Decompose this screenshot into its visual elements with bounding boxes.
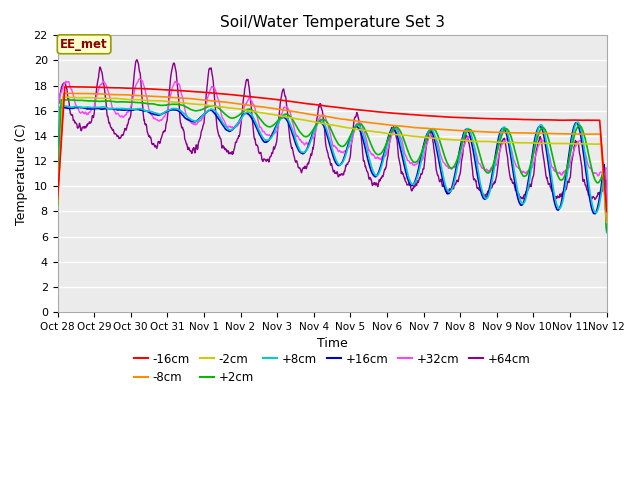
-2cm (97, 96, 104, 101)
+16cm (97, 106, 104, 112)
Line: +2cm: +2cm (58, 100, 607, 230)
+16cm (54, 200, 61, 206)
Line: -8cm: -8cm (58, 93, 607, 221)
-2cm (54, 202, 61, 207)
+8cm (58, 103, 66, 109)
+32cm (96, 83, 104, 88)
-16cm (119, 85, 127, 91)
+64cm (54, 173, 61, 179)
+32cm (367, 149, 374, 155)
+2cm (54, 203, 61, 209)
+64cm (287, 141, 294, 147)
Line: +16cm: +16cm (58, 107, 607, 228)
+16cm (603, 225, 611, 230)
+2cm (287, 114, 294, 120)
+8cm (287, 123, 294, 129)
Y-axis label: Temperature (C): Temperature (C) (15, 123, 28, 225)
+32cm (287, 112, 294, 118)
+64cm (308, 149, 316, 155)
+2cm (119, 99, 127, 105)
+8cm (119, 106, 127, 111)
+2cm (97, 98, 104, 104)
+16cm (119, 107, 127, 113)
+64cm (298, 167, 306, 173)
Line: -16cm: -16cm (58, 87, 607, 211)
-16cm (54, 196, 61, 202)
+16cm (298, 151, 306, 156)
-16cm (603, 208, 611, 214)
+2cm (298, 132, 306, 137)
-16cm (97, 84, 104, 90)
+2cm (308, 129, 316, 134)
+32cm (54, 185, 61, 191)
-8cm (367, 120, 374, 126)
-8cm (308, 112, 316, 118)
+16cm (287, 126, 294, 132)
-8cm (54, 197, 61, 203)
+2cm (603, 228, 611, 233)
Text: EE_met: EE_met (60, 38, 108, 51)
+32cm (308, 135, 316, 141)
+64cm (133, 57, 141, 62)
Line: -2cm: -2cm (58, 97, 607, 222)
-8cm (61, 90, 68, 96)
+32cm (603, 222, 611, 228)
Line: +32cm: +32cm (58, 79, 607, 225)
Title: Soil/Water Temperature Set 3: Soil/Water Temperature Set 3 (220, 15, 445, 30)
+8cm (54, 200, 61, 205)
Line: +64cm: +64cm (58, 60, 607, 224)
-2cm (59, 94, 67, 100)
-16cm (367, 108, 374, 114)
Legend: -16cm, -8cm, -2cm, +2cm, +8cm, +16cm, +32cm, +64cm: -16cm, -8cm, -2cm, +2cm, +8cm, +16cm, +3… (129, 348, 535, 389)
+32cm (136, 76, 143, 82)
+8cm (603, 229, 611, 235)
-2cm (298, 117, 306, 122)
-16cm (287, 98, 294, 104)
+32cm (298, 139, 306, 145)
-8cm (119, 92, 127, 97)
-2cm (119, 96, 127, 102)
+16cm (58, 104, 66, 110)
-8cm (287, 108, 294, 114)
+2cm (58, 97, 65, 103)
-8cm (97, 91, 104, 97)
-2cm (367, 128, 374, 134)
-8cm (298, 110, 306, 116)
-16cm (308, 101, 316, 107)
+8cm (308, 134, 316, 140)
+16cm (308, 132, 316, 138)
-8cm (603, 218, 611, 224)
+8cm (298, 149, 306, 155)
-2cm (308, 119, 316, 124)
+8cm (97, 105, 104, 110)
+64cm (96, 64, 104, 70)
-2cm (287, 115, 294, 120)
+16cm (367, 166, 374, 171)
+64cm (367, 175, 374, 181)
+2cm (367, 140, 374, 145)
+32cm (118, 114, 126, 120)
-2cm (603, 219, 611, 225)
+8cm (367, 160, 374, 166)
X-axis label: Time: Time (317, 337, 348, 350)
-16cm (61, 84, 68, 90)
-16cm (298, 100, 306, 106)
+64cm (118, 132, 126, 138)
Line: +8cm: +8cm (58, 106, 607, 232)
+64cm (603, 221, 611, 227)
